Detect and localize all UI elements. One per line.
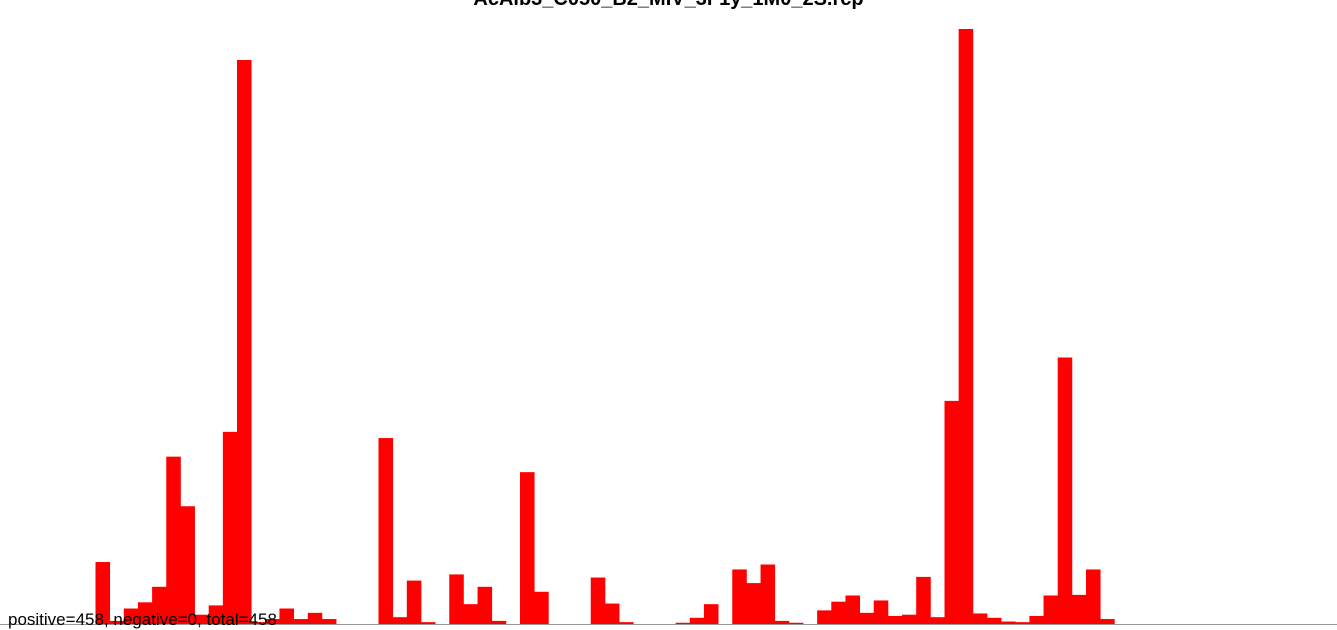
bar: [1029, 615, 1044, 624]
bar: [930, 617, 945, 624]
bar: [604, 603, 620, 624]
bar: [194, 614, 210, 624]
bar: [1100, 619, 1115, 624]
bar: [887, 615, 903, 624]
bar: [1015, 622, 1030, 624]
bar: [958, 29, 974, 624]
bar: [449, 574, 464, 624]
bar: [109, 620, 125, 624]
bars-group: [95, 29, 1115, 625]
bar: [222, 431, 238, 624]
bar: [1086, 569, 1101, 624]
bar: [321, 619, 337, 624]
bar: [166, 456, 181, 624]
bar: [1043, 595, 1059, 624]
bar: [760, 564, 776, 624]
bar: [208, 605, 224, 624]
bar: [463, 604, 478, 624]
bar: [774, 620, 790, 624]
bar: [520, 472, 535, 624]
bar: [378, 438, 394, 624]
bar: [732, 569, 747, 624]
bar: [1057, 357, 1073, 624]
bar: [817, 610, 832, 624]
bar: [123, 608, 139, 624]
bar: [689, 617, 705, 624]
bar: [293, 619, 309, 624]
chart-title: AcAlb3_C050_B2_MIV_3F1y_1M0_2S.rcp: [0, 0, 1337, 11]
bar: [237, 59, 252, 625]
bar: [590, 577, 606, 624]
bar: [406, 580, 422, 624]
bar: [788, 622, 804, 624]
bar: [944, 400, 960, 625]
bar: [477, 586, 493, 624]
bar: [986, 617, 1002, 624]
bar: [972, 613, 988, 624]
bar: [831, 601, 846, 624]
bar: [873, 600, 889, 624]
bar: [251, 622, 266, 624]
bar: [392, 617, 408, 624]
bar: [491, 620, 507, 624]
bar: [902, 614, 917, 624]
bar: [534, 591, 549, 624]
bar: [307, 612, 323, 624]
bar: [746, 583, 761, 624]
bar: [916, 576, 931, 624]
bar: [703, 604, 719, 624]
bar: [859, 612, 875, 624]
bar: [619, 622, 634, 624]
bar: [1001, 621, 1016, 624]
bar: [152, 586, 167, 624]
summary-label: positive=458, negative=0, total=458: [8, 610, 277, 629]
bar: [265, 619, 280, 624]
bar: [95, 562, 111, 624]
bar: [279, 608, 294, 624]
bar: [845, 595, 860, 624]
bar: [675, 622, 691, 624]
bar: [1071, 594, 1087, 624]
bar: [137, 602, 153, 624]
bar: [180, 506, 195, 624]
bar: [420, 622, 436, 624]
